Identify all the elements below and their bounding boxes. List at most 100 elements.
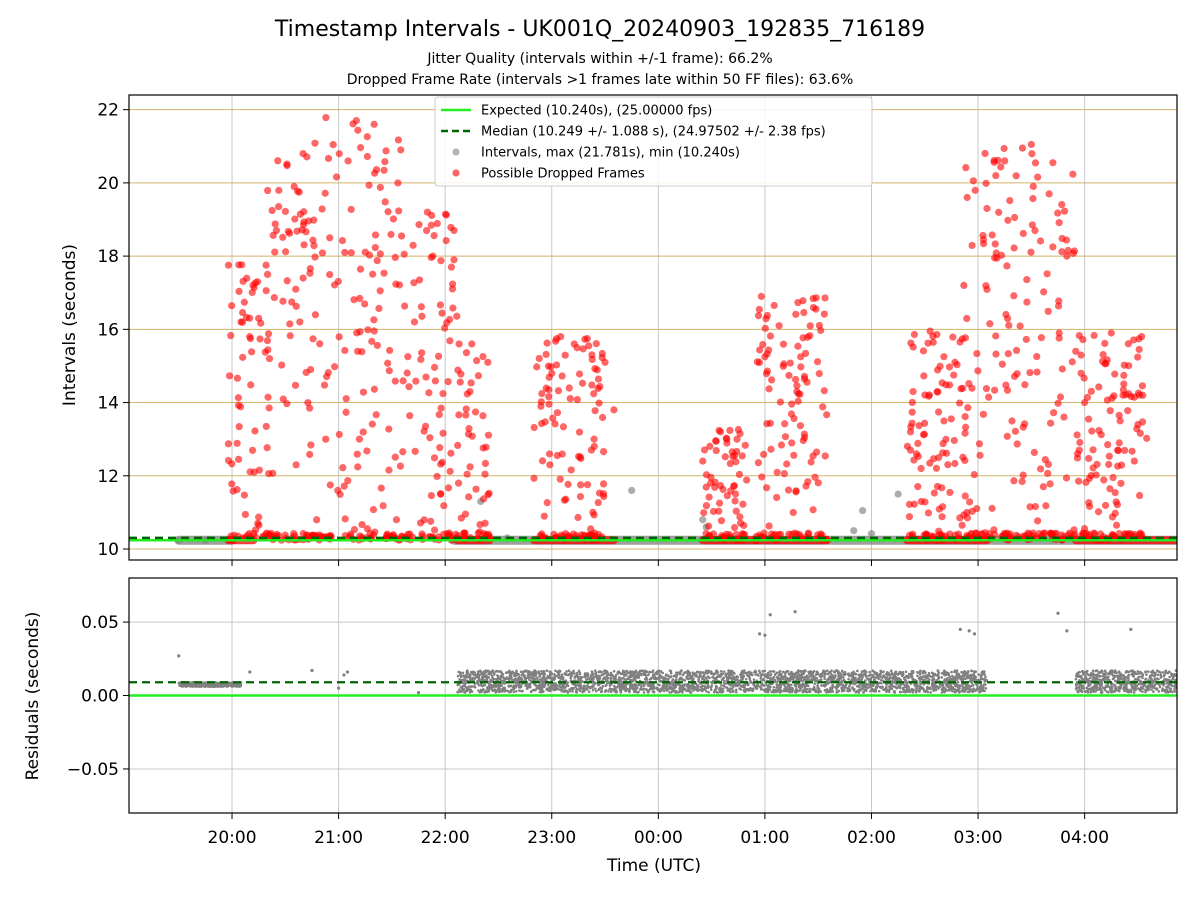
dropped-point-862	[951, 437, 958, 444]
dropped-point-1275	[717, 428, 724, 435]
dropped-point-159	[380, 167, 387, 174]
residual-point-2888	[852, 676, 855, 679]
residual-point-342	[221, 685, 224, 688]
dropped-point-238	[372, 231, 379, 238]
dropped-point-414	[433, 473, 440, 480]
residual-point-2620	[820, 684, 823, 687]
residual-point-2606	[729, 684, 732, 687]
dropped-point-264	[371, 327, 378, 334]
residual-point-2778	[853, 679, 856, 682]
dropped-point-242	[384, 360, 391, 367]
dropped-point-1018	[1040, 483, 1047, 490]
dropped-point-285	[354, 348, 361, 355]
residual-point-2723	[975, 688, 978, 691]
residual-point-2981	[626, 672, 629, 675]
residual-point-2071	[666, 684, 669, 687]
dropped-point-424	[473, 357, 480, 364]
dropped-point-487	[545, 393, 552, 400]
dropped-point-313	[354, 127, 361, 134]
residual-point-2547	[722, 690, 725, 693]
dropped-point-752	[756, 359, 763, 366]
residual-point-2790	[701, 690, 704, 693]
dropped-point-1229	[1109, 513, 1116, 520]
dropped-point-271	[323, 373, 330, 380]
dropped-point-877	[940, 353, 947, 360]
dropped-point-143	[266, 355, 273, 362]
dropped-point-147	[272, 220, 279, 227]
dropped-point-928	[992, 240, 999, 247]
dropped-point-658	[737, 520, 744, 527]
residual-point-2730	[622, 670, 625, 673]
residual-point-756	[510, 676, 513, 679]
dropped-point-528	[559, 450, 566, 457]
residual-point-3011	[935, 689, 938, 692]
residual-point-2641	[961, 671, 964, 674]
residual-point-3467	[1150, 688, 1153, 691]
dropped-point-1260	[273, 227, 280, 234]
dropped-point-613	[739, 501, 746, 508]
residual-point-721	[481, 689, 484, 692]
dropped-point-1041	[972, 187, 979, 194]
residual-point-2858	[679, 672, 682, 675]
residual-point-2528	[604, 669, 607, 672]
dropped-point-593	[555, 387, 562, 394]
dropped-point-986	[979, 232, 986, 239]
dropped-point-463	[475, 372, 482, 379]
residual-point-2472	[647, 691, 650, 694]
dropped-point-1268	[450, 227, 457, 234]
dropped-point-232	[387, 231, 394, 238]
residual-point-630	[488, 673, 491, 676]
residual-point-3131	[853, 672, 856, 675]
dropped-point-622	[743, 476, 750, 483]
dropped-point-347	[400, 377, 407, 384]
dropped-point-724	[790, 452, 797, 459]
residual-point-3235	[730, 672, 733, 675]
dropped-point-1254	[1102, 502, 1109, 509]
dropped-point-1246	[1116, 439, 1123, 446]
dropped-point-1256	[237, 318, 244, 325]
dropped-point-293	[360, 428, 367, 435]
residual-point-2777	[889, 673, 892, 676]
dropped-point-448	[469, 433, 476, 440]
dropped-point-671	[742, 442, 749, 449]
dropped-point-140	[280, 396, 287, 403]
residual-point-2902	[707, 685, 710, 688]
residual-point-713	[526, 687, 529, 690]
residual-point-3077	[791, 674, 794, 677]
dropped-point-1154	[1136, 346, 1143, 353]
residual-point-3219	[866, 677, 869, 680]
residual-point-622	[503, 686, 506, 689]
dropped-point-348	[418, 313, 425, 320]
residual-point-728	[503, 689, 506, 692]
dropped-point-395	[412, 448, 419, 455]
residual-point-2958	[956, 669, 959, 672]
dropped-point-160	[385, 425, 392, 432]
dropped-point-574	[581, 336, 588, 343]
dropped-point-1056	[1002, 311, 1009, 318]
residual-point-3261	[888, 678, 891, 681]
dropped-point-520	[568, 466, 575, 473]
dropped-point-749	[782, 433, 789, 440]
residual-point-2946	[649, 685, 652, 688]
dropped-point-1175	[1085, 416, 1092, 423]
residual-point-3317	[817, 673, 820, 676]
dropped-point-1	[234, 375, 241, 382]
dropped-point-1194	[1095, 383, 1102, 390]
residual-point-2610	[847, 678, 850, 681]
dropped-point-1240	[1111, 371, 1118, 378]
dropped-point-1106	[1026, 369, 1033, 376]
dropped-point-1034	[1033, 353, 1040, 360]
dropped-point-466	[485, 432, 492, 439]
dropped-point-1238	[1104, 396, 1111, 403]
residual-point-3242	[778, 678, 781, 681]
residual-point-3249	[946, 678, 949, 681]
dropped-point-286	[322, 436, 329, 443]
residual-point-3043	[594, 669, 597, 672]
residual-point-2576	[779, 689, 782, 692]
dropped-point-587	[574, 514, 581, 521]
dropped-point-146	[292, 461, 299, 468]
dropped-point-983	[973, 350, 980, 357]
residual-point-3094	[961, 678, 964, 681]
dropped-point-1075	[1004, 433, 1011, 440]
